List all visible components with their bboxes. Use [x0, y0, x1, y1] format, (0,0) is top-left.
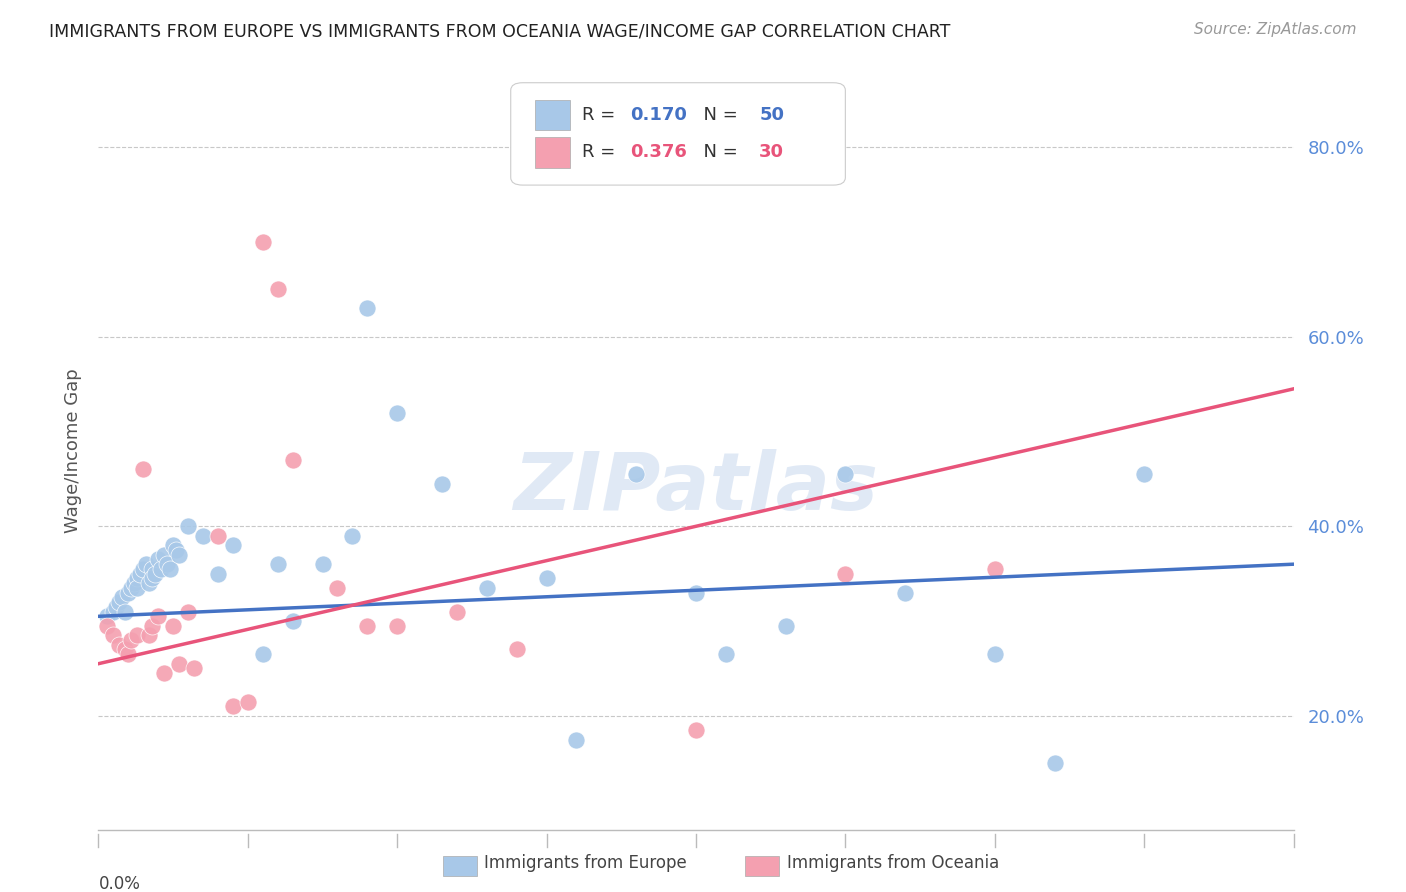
- Text: 0.0%: 0.0%: [98, 875, 141, 892]
- Point: [141, 619, 163, 633]
- Point: [1043, 756, 1066, 771]
- Point: [311, 557, 333, 572]
- Point: [120, 581, 142, 595]
- Point: [105, 599, 128, 614]
- Point: [565, 732, 588, 747]
- Point: [207, 529, 229, 543]
- Point: [129, 566, 152, 581]
- Point: [127, 571, 149, 585]
- Point: [96, 609, 118, 624]
- Point: [124, 576, 146, 591]
- Point: [222, 538, 245, 552]
- Point: [326, 581, 349, 595]
- Point: [96, 619, 118, 633]
- Point: [167, 657, 190, 671]
- Point: [103, 605, 125, 619]
- Point: [153, 666, 176, 681]
- Point: [252, 235, 274, 249]
- Point: [714, 647, 737, 661]
- Point: [114, 605, 136, 619]
- Text: N =: N =: [692, 106, 744, 124]
- Point: [143, 566, 166, 581]
- Point: [150, 562, 173, 576]
- Point: [177, 605, 200, 619]
- Point: [252, 647, 274, 661]
- Point: [281, 614, 304, 628]
- Point: [162, 538, 184, 552]
- Point: [984, 647, 1007, 661]
- Point: [103, 628, 125, 642]
- Point: [127, 581, 149, 595]
- Point: [177, 519, 200, 533]
- FancyBboxPatch shape: [510, 83, 845, 186]
- Text: 50: 50: [759, 106, 785, 124]
- Point: [342, 529, 364, 543]
- Point: [834, 467, 856, 482]
- Point: [356, 619, 378, 633]
- Text: Immigrants from Oceania: Immigrants from Oceania: [787, 855, 1000, 872]
- Point: [475, 581, 498, 595]
- Text: 0.170: 0.170: [630, 106, 688, 124]
- Point: [685, 585, 707, 599]
- Point: [141, 571, 163, 585]
- Point: [894, 585, 917, 599]
- Point: [222, 699, 245, 714]
- Point: [117, 585, 139, 599]
- Text: 0.376: 0.376: [630, 144, 688, 161]
- Point: [536, 571, 558, 585]
- Point: [135, 557, 157, 572]
- Point: [281, 453, 304, 467]
- Point: [141, 562, 163, 576]
- Text: IMMIGRANTS FROM EUROPE VS IMMIGRANTS FROM OCEANIA WAGE/INCOME GAP CORRELATION CH: IMMIGRANTS FROM EUROPE VS IMMIGRANTS FRO…: [49, 22, 950, 40]
- Text: 30: 30: [759, 144, 785, 161]
- Point: [183, 661, 205, 675]
- Point: [117, 647, 139, 661]
- Point: [685, 723, 707, 737]
- Point: [356, 301, 378, 316]
- Point: [626, 467, 648, 482]
- Text: N =: N =: [692, 144, 744, 161]
- Point: [1133, 467, 1156, 482]
- Point: [132, 562, 155, 576]
- Point: [159, 562, 181, 576]
- Point: [148, 609, 170, 624]
- Point: [385, 405, 409, 420]
- Point: [834, 566, 856, 581]
- Point: [162, 619, 184, 633]
- Point: [108, 595, 131, 609]
- Y-axis label: Wage/Income Gap: Wage/Income Gap: [63, 368, 82, 533]
- Text: R =: R =: [582, 144, 621, 161]
- Point: [167, 548, 190, 562]
- Point: [114, 642, 136, 657]
- FancyBboxPatch shape: [534, 100, 571, 130]
- Point: [236, 695, 259, 709]
- Point: [775, 619, 797, 633]
- Point: [446, 605, 468, 619]
- Point: [165, 543, 187, 558]
- Point: [108, 638, 131, 652]
- Point: [153, 548, 176, 562]
- Point: [430, 476, 453, 491]
- Point: [138, 576, 160, 591]
- Point: [111, 591, 134, 605]
- Point: [138, 628, 160, 642]
- Point: [267, 557, 290, 572]
- Text: Source: ZipAtlas.com: Source: ZipAtlas.com: [1194, 22, 1357, 37]
- Point: [207, 566, 229, 581]
- Point: [127, 628, 149, 642]
- Text: R =: R =: [582, 106, 621, 124]
- Text: Immigrants from Europe: Immigrants from Europe: [484, 855, 686, 872]
- Point: [506, 642, 529, 657]
- Point: [156, 557, 179, 572]
- Point: [132, 462, 155, 476]
- Text: ZIPatlas: ZIPatlas: [513, 450, 879, 527]
- Point: [120, 633, 142, 648]
- Point: [191, 529, 214, 543]
- Point: [984, 562, 1007, 576]
- FancyBboxPatch shape: [534, 137, 571, 168]
- Point: [267, 282, 290, 296]
- Point: [385, 619, 409, 633]
- Point: [148, 552, 170, 566]
